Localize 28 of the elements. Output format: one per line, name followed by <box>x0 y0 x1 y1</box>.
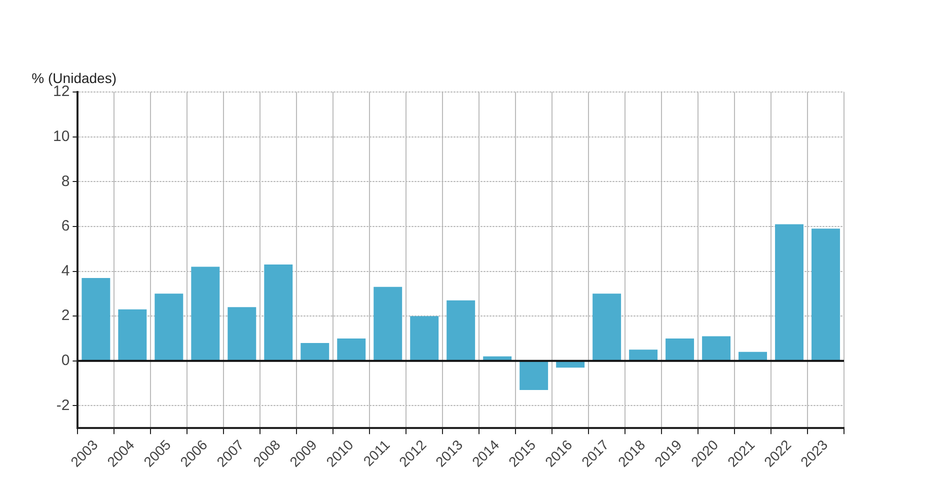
bar <box>410 316 439 360</box>
bar <box>118 309 147 360</box>
y-tick-label: 8 <box>61 172 70 190</box>
bar <box>775 224 804 360</box>
bar <box>264 264 293 360</box>
bar <box>374 286 402 360</box>
bar <box>191 266 220 360</box>
bar <box>629 350 658 360</box>
y-tick-label: -2 <box>56 396 70 414</box>
bar <box>154 294 184 360</box>
bar <box>446 300 476 360</box>
y-tick-label: 10 <box>52 128 70 145</box>
y-tick-label: 2 <box>61 307 70 324</box>
y-tick-label: 4 <box>61 262 70 280</box>
bar <box>702 336 731 360</box>
bar <box>592 294 622 360</box>
y-axis-title: % (Unidades) <box>32 70 117 86</box>
bar <box>337 338 366 360</box>
bar <box>666 338 694 360</box>
bar <box>520 361 548 390</box>
y-tick-label: 0 <box>61 352 70 370</box>
bar <box>300 342 330 360</box>
bar <box>738 352 768 360</box>
y-tick-label: 12 <box>52 83 70 100</box>
bar <box>82 278 110 360</box>
y-tick-label: 6 <box>61 218 70 235</box>
bar <box>812 228 840 360</box>
bar <box>228 307 256 360</box>
